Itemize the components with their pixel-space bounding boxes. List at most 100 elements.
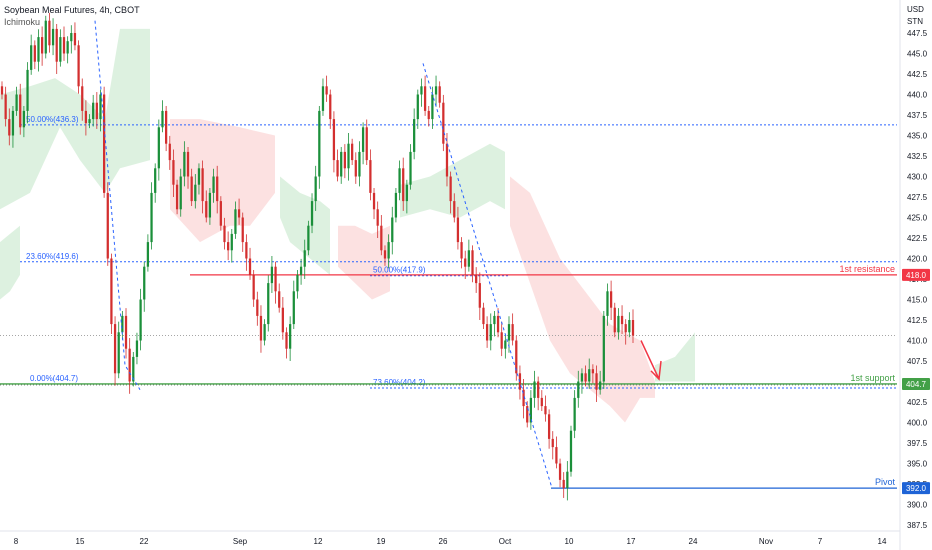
horizontal-lines: 50.00%(436.3) 23.60%(419.6) 50.00%(417.9) 0… [0,115,897,489]
y-tick-0: 447.5 [907,29,928,38]
candle-73 [267,283,270,325]
candle-94 [343,151,346,169]
candle-12 [44,20,47,54]
candlesticks [0,12,635,501]
level-label-2: Pivot [875,477,896,487]
candle-59 [216,176,219,202]
price-badge-label-0: 418.0 [906,271,927,280]
candle-135 [493,315,496,325]
candle-101 [369,160,372,193]
trend-line-1 [94,20,141,390]
candle-127 [464,258,467,267]
candle-117 [427,110,430,120]
candle-26 [95,102,98,120]
candle-129 [471,250,474,275]
y-tick-20: 397.5 [907,439,928,448]
candle-20 [73,33,77,46]
candle-147 [537,381,540,398]
x-tick-3: Sep [233,537,248,546]
candle-76 [278,291,281,308]
candle-167 [609,291,613,308]
candle-115 [420,86,423,95]
candle-55 [201,168,204,202]
candle-137 [500,332,503,349]
candle-4 [15,94,18,111]
candle-7 [26,69,29,111]
candle-63 [230,233,233,251]
candle-158 [577,381,580,398]
candle-50 [183,151,186,177]
candle-86 [314,176,317,202]
candle-43 [157,127,160,169]
candle-60 [219,201,222,226]
candle-162 [591,369,595,374]
candle-146 [533,381,536,398]
candle-133 [485,324,489,341]
candle-31 [113,324,117,374]
candle-153 [558,463,562,480]
candle-42 [154,168,157,193]
y-tick-1: 445.0 [907,50,928,59]
cloud-green-0 [0,225,20,300]
price-badge-1 [902,377,930,390]
candle-136 [496,315,500,333]
cloud-green-1 [0,28,150,210]
candle-33 [121,315,124,333]
x-tick-2: 22 [140,537,149,546]
unit-label: STN [907,17,923,26]
projection-arrow-head [650,360,662,381]
x-tick-5: 19 [377,537,386,546]
candle-51 [186,151,190,177]
candle-37 [135,340,139,357]
candle-100 [365,127,368,161]
candle-3 [11,110,15,136]
candle-165 [602,315,605,382]
candle-172 [628,320,631,333]
indicator-label[interactable]: Ichimoku [4,17,41,27]
candle-27 [99,94,102,120]
candle-52 [190,176,193,202]
y-tick-4: 437.5 [907,111,928,120]
candle-49 [179,176,182,210]
x-tick-0: 8 [14,537,19,546]
candle-105 [383,250,387,259]
chart-title[interactable]: Soybean Meal Futures, 4h, CBOT [4,5,140,15]
y-tick-5: 435.0 [907,132,928,141]
fib-label-4: 73.60%(404.2) [373,378,426,387]
candle-69 [252,274,255,300]
y-tick-21: 395.0 [907,460,928,469]
y-tick-9: 425.0 [907,214,928,223]
candle-113 [413,119,416,152]
y-tick-11: 420.0 [907,255,928,264]
candle-81 [296,274,299,292]
x-tick-12: 7 [818,537,823,546]
candle-44 [161,110,164,128]
candle-29 [106,192,109,259]
candle-47 [172,160,175,185]
candle-114 [416,94,419,120]
candle-92 [336,160,339,177]
level-label-1: 1st support [850,373,895,383]
candle-143 [522,389,525,407]
candle-89 [325,86,328,95]
candle-19 [70,33,73,42]
fib-label-3: 0.00%(404.7) [30,374,78,383]
cloud-green-4 [655,332,695,382]
candle-132 [482,307,485,325]
candle-15 [55,28,58,62]
y-tick-16: 407.5 [907,357,928,366]
candle-104 [380,225,383,251]
candle-91 [332,119,336,161]
candle-152 [555,447,558,464]
time-axis: 8 15 22 Sep 12 19 26 Oct 10 17 24 Nov 7 14 [0,530,900,546]
x-tick-11: Nov [759,537,773,546]
y-tick-3: 440.0 [907,91,928,100]
y-tick-10: 422.5 [907,234,928,243]
candle-8 [30,45,33,70]
candle-87 [318,110,321,177]
candle-1 [4,94,7,120]
candle-134 [489,324,492,341]
candle-125 [456,217,460,243]
candle-45 [165,110,168,144]
